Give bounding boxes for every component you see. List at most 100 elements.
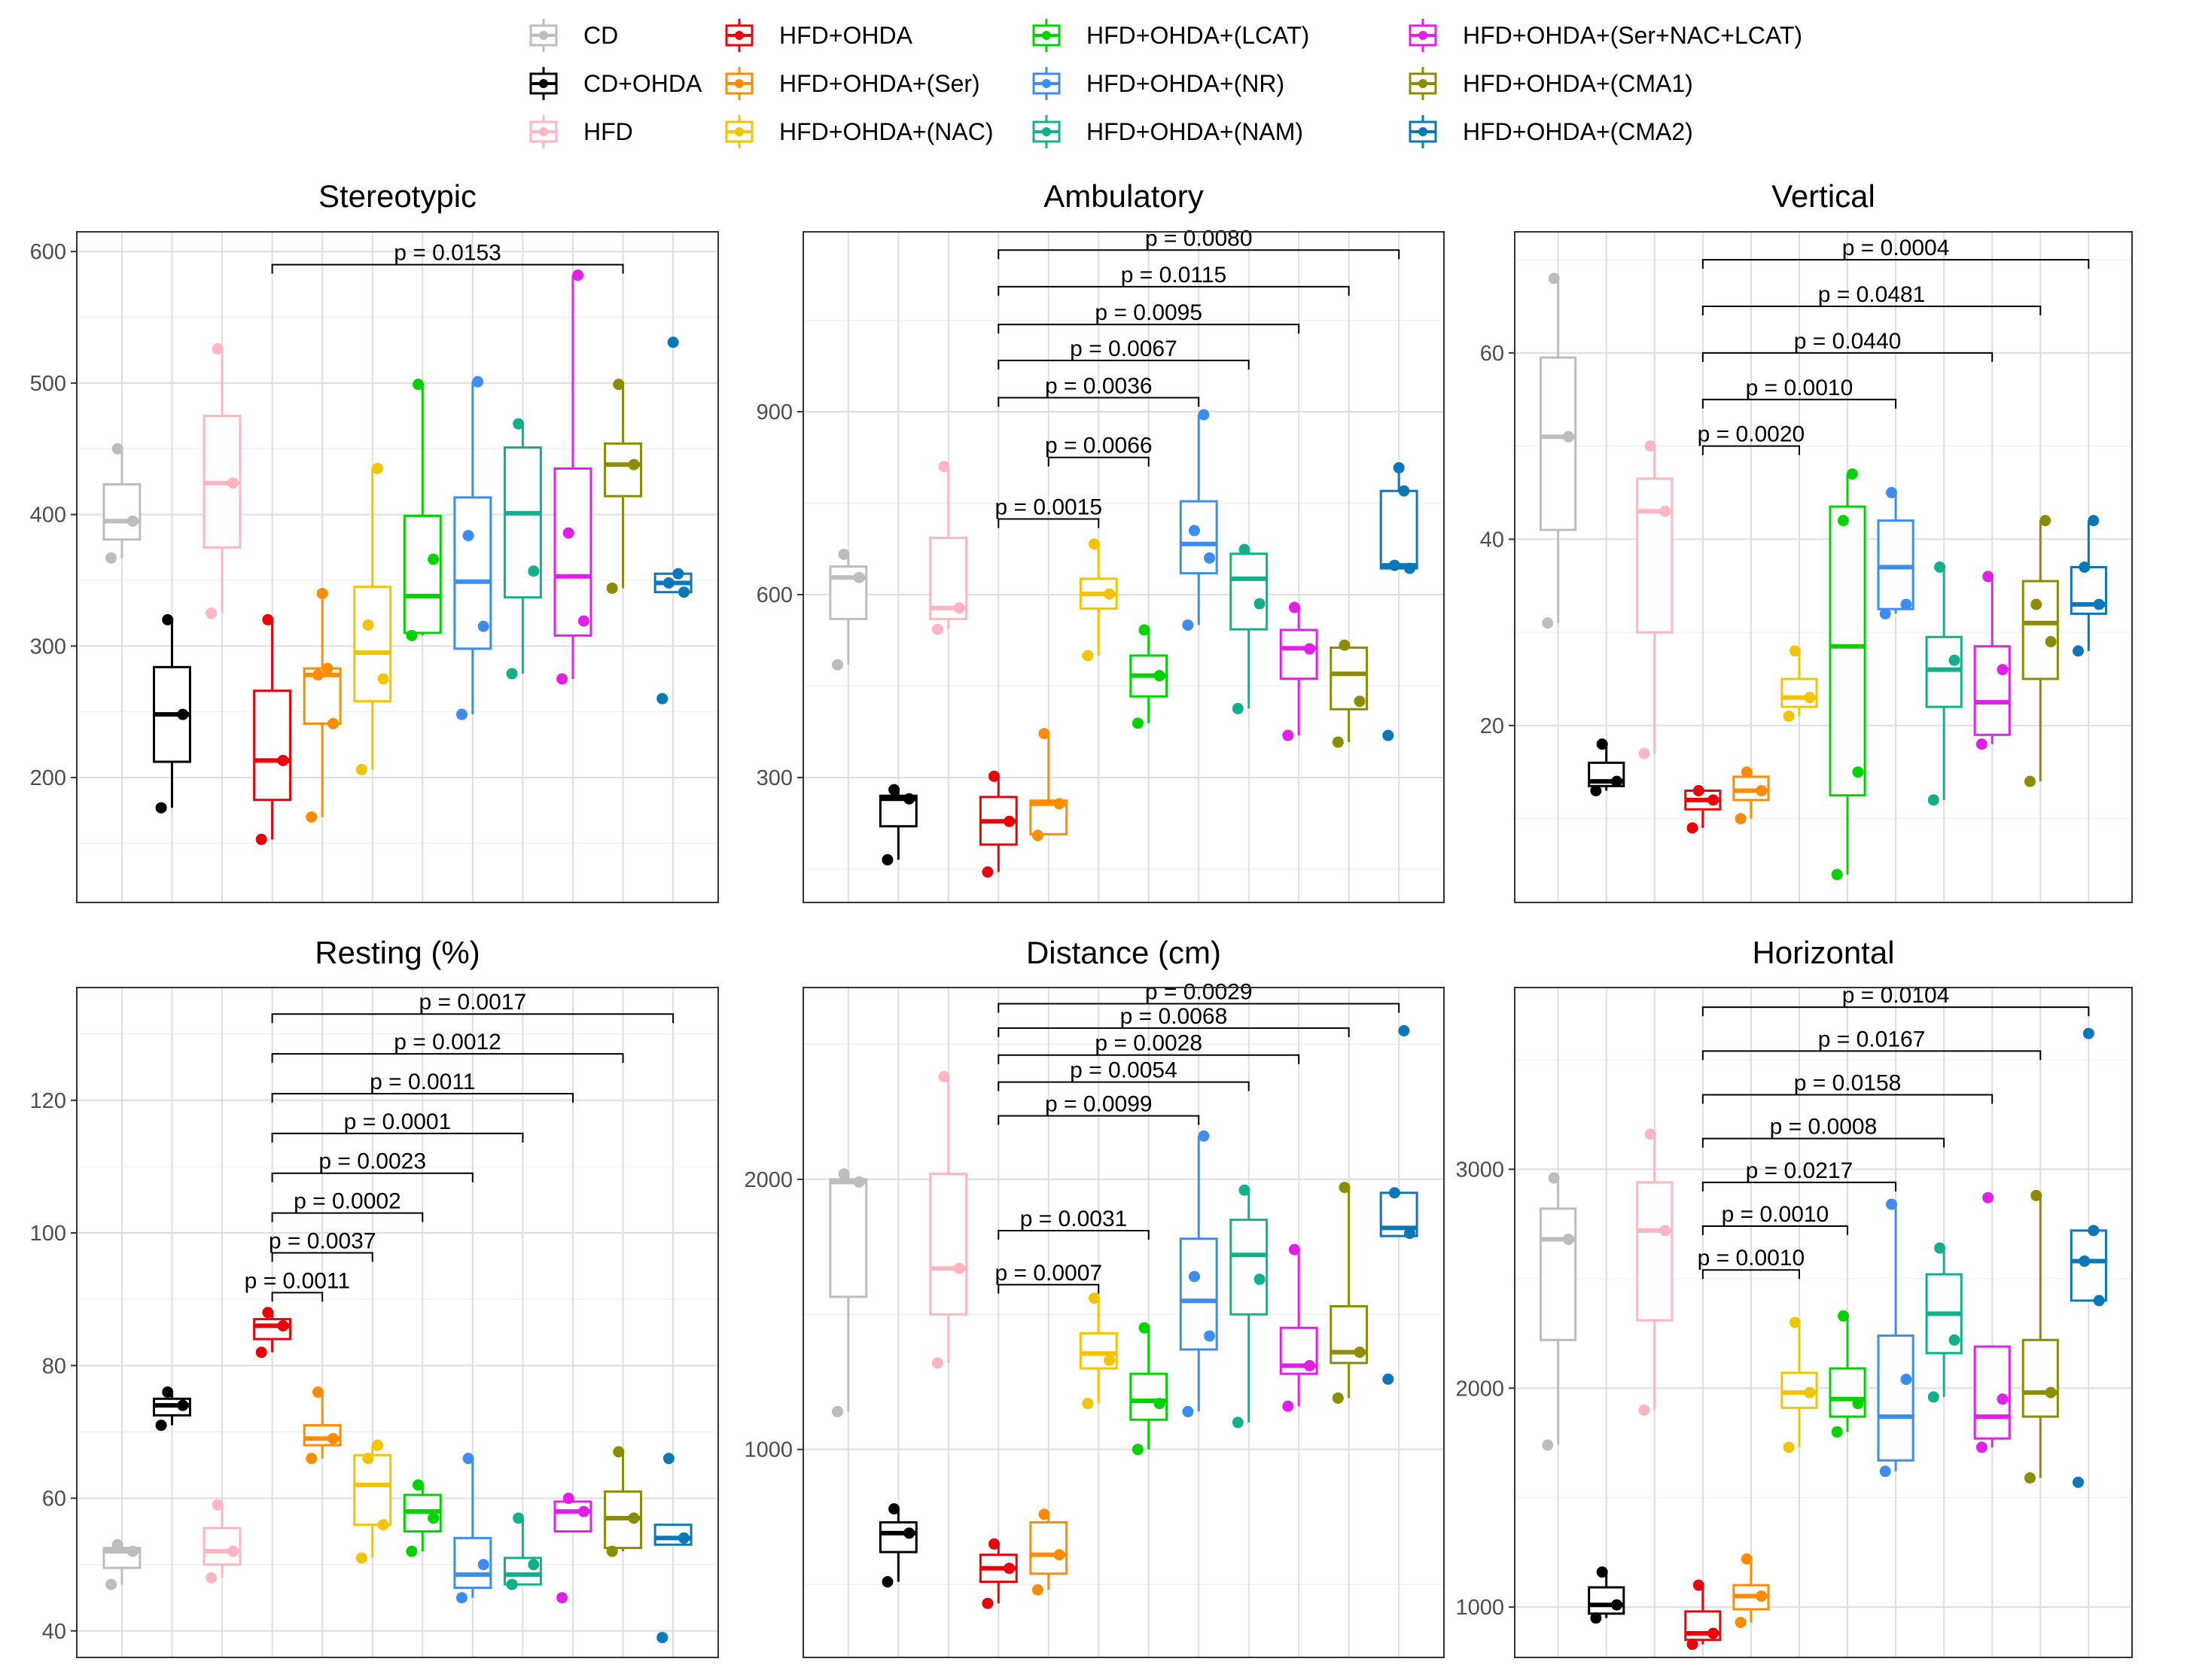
bracket-line: [271, 1172, 474, 1182]
data-point: [2082, 1027, 2094, 1039]
data-point: [1611, 775, 1623, 787]
p-value-label: p = 0.0011: [370, 1070, 475, 1094]
significance-bracket: p = 0.0029: [998, 980, 1400, 1013]
bracket-line: [1701, 259, 2090, 269]
bracket-line: [271, 263, 624, 274]
data-point: [1288, 1243, 1300, 1255]
data-point: [1934, 1242, 1946, 1254]
data-point: [1138, 624, 1150, 636]
box-hfd-ohda-cma1: [1330, 639, 1369, 748]
data-point: [1138, 1322, 1150, 1334]
data-point: [938, 1070, 950, 1082]
data-point: [528, 565, 540, 577]
panel-title: Distance (cm): [1026, 935, 1221, 970]
data-point: [1253, 598, 1266, 610]
iqr-box: [1279, 628, 1318, 680]
data-point: [1659, 1225, 1671, 1237]
data-point: [312, 669, 324, 681]
y-tick-label: 2000: [1455, 1377, 1504, 1401]
iqr-box: [1829, 1367, 1866, 1418]
p-value-label: p = 0.0004: [1842, 236, 1950, 260]
box-hfd-ohda-nr: [1179, 1130, 1218, 1417]
legend-label: HFD+OHDA: [779, 22, 913, 49]
box-hfd-ohda-cma2: [1379, 1024, 1418, 1385]
data-point: [1232, 702, 1244, 714]
bracket-line: [998, 397, 1200, 407]
box-hfd-ohda-cma2: [653, 1453, 693, 1644]
data-point: [362, 1453, 374, 1465]
data-point: [1232, 1417, 1244, 1429]
p-value-label: p = 0.0015: [995, 495, 1102, 520]
data-point: [1382, 1373, 1394, 1385]
data-point: [1082, 650, 1094, 662]
box-cd-ohda: [879, 1503, 918, 1588]
panel-stereotypic: Stereotypic 200 300 400 500 600 p = 0.0153: [30, 178, 719, 903]
legend-key-hfd-ohda-nam: [1032, 115, 1061, 148]
box-hfd-ohda-nac: [353, 1439, 392, 1564]
data-point: [312, 1386, 324, 1398]
data-point: [1590, 785, 1602, 796]
y-tick-label: 900: [757, 400, 793, 425]
data-point: [462, 530, 474, 542]
box-hfd-ohda-nac: [1079, 1292, 1118, 1410]
data-point: [371, 462, 383, 474]
data-point: [1783, 1441, 1795, 1453]
box-cd-ohda: [1588, 738, 1625, 796]
box-hfd-ohda-ser: [303, 1386, 342, 1465]
p-value-label: p = 0.0095: [1095, 300, 1202, 325]
data-point: [1253, 1274, 1266, 1286]
iqr-box: [1636, 477, 1674, 634]
significance-bracket: p = 0.0004: [1701, 236, 2090, 269]
p-value-label: p = 0.0023: [318, 1149, 426, 1174]
significance-bracket: p = 0.0001: [271, 1109, 524, 1143]
significance-bracket: p = 0.0481: [1701, 282, 2042, 315]
legend-key-hfd-ohda-ser: [725, 67, 754, 100]
bracket-line: [998, 359, 1250, 370]
data-point: [662, 1453, 675, 1465]
data-point: [1831, 869, 1843, 881]
significance-bracket: p = 0.0002: [271, 1189, 424, 1222]
data-point: [1562, 431, 1574, 443]
data-point: [513, 418, 525, 430]
data-point: [1611, 1599, 1623, 1611]
bracket-line: [998, 1115, 1200, 1125]
data-point: [255, 1347, 267, 1359]
data-point: [262, 1307, 274, 1319]
data-point: [1382, 729, 1394, 741]
data-point: [1304, 1359, 1316, 1371]
data-point: [462, 1453, 474, 1465]
p-value-label: p = 0.0031: [1020, 1207, 1128, 1231]
significance-bracket: p = 0.0008: [1701, 1115, 1945, 1148]
data-point: [1852, 1398, 1864, 1410]
legend-key-hfd-ohda-lcat: [1032, 19, 1061, 52]
data-point: [155, 1420, 167, 1432]
box-cd: [1540, 272, 1577, 629]
data-point: [678, 1532, 690, 1544]
data-point: [455, 1592, 468, 1604]
data-point: [377, 673, 389, 685]
data-point: [1282, 1400, 1294, 1412]
box-hfd-ohda-nac: [1079, 538, 1118, 662]
data-point: [1886, 487, 1898, 498]
iqr-box: [1029, 1521, 1068, 1575]
data-point: [988, 1538, 1001, 1550]
bracket-line: [998, 1027, 1350, 1037]
data-point: [513, 1512, 525, 1524]
y-tick-label: 600: [30, 240, 66, 264]
data-point: [1031, 829, 1043, 842]
significance-bracket: p = 0.0031: [998, 1207, 1150, 1240]
iqr-box: [353, 1453, 392, 1526]
data-point: [1879, 607, 1891, 619]
box-hfd-ohda: [1684, 1579, 1722, 1651]
panel-border: [803, 231, 1445, 903]
data-point: [938, 461, 950, 473]
data-point: [355, 764, 367, 776]
data-point: [613, 379, 625, 391]
data-point: [1304, 643, 1316, 655]
significance-bracket: p = 0.0011: [245, 1268, 350, 1302]
data-point: [1104, 1354, 1116, 1366]
data-point: [1692, 785, 1704, 796]
data-point: [2073, 1476, 2085, 1488]
data-point: [327, 1432, 340, 1444]
